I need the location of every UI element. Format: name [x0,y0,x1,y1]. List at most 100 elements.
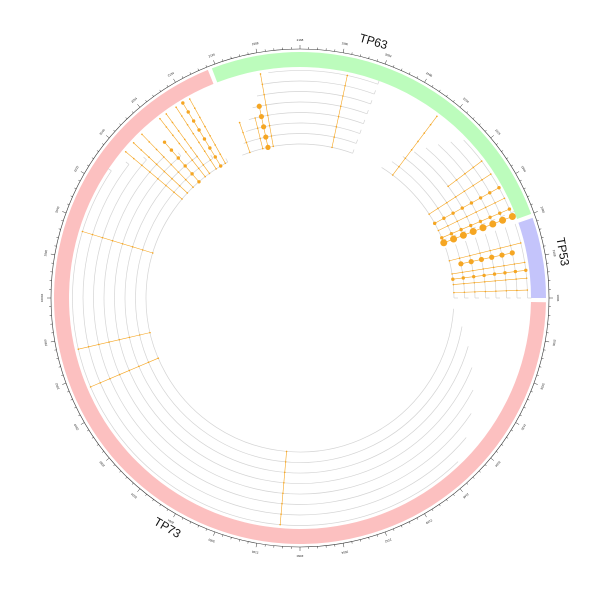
tick-label: 2480 [540,206,546,214]
mutation-dot [192,132,195,135]
axis-tick [496,143,498,145]
mutation-dot [198,141,200,144]
tick-label: 2040 [54,206,60,214]
mutation-dot [391,174,394,176]
track-end [225,158,229,163]
axis-tick [230,56,232,59]
mutation-dot [346,74,349,77]
axis-tick [78,179,81,182]
mutation-dot [484,206,487,209]
axis-tick [80,422,85,425]
mutation-line [175,107,217,170]
mutation-dot [138,365,140,368]
mutation-dot [173,191,175,194]
axis-tick [62,382,67,385]
track-arc [465,240,476,299]
mutation-dot [261,83,264,86]
mutation-dot [265,144,271,150]
mutation-dot [99,381,102,384]
mutation-mark [165,113,211,175]
mutation-mark [391,115,438,176]
axis-tick [62,211,67,214]
mutation-line [260,73,274,147]
track-end [352,149,355,154]
mutation-dot [214,144,216,146]
mutation-line [159,118,206,177]
mutation-line [428,173,491,215]
mutation-dot [499,216,507,224]
mutation-dot [258,113,265,120]
track-end [377,80,380,85]
axis-tick [255,48,258,53]
track-arc [391,161,453,237]
mutation-dot [337,115,340,118]
mutation-dot [165,113,168,115]
mutation-dot [183,138,186,141]
mutation-dot [331,146,333,149]
axis-tick [137,488,141,492]
axis-tick [519,179,522,182]
axis-tick [527,399,530,401]
mutation-dot [108,341,110,343]
axis-tick [131,482,134,485]
axis-tick [145,100,147,102]
mutation-dot [472,166,475,169]
axis-tick [515,171,520,174]
mutation-dot [186,110,190,114]
axis-tick [533,382,538,385]
mutation-dot [191,159,194,161]
mutation-dot [398,165,400,168]
mutation-dot [186,192,189,194]
tick-label: 2034 [130,492,138,500]
axis-tick [213,60,216,65]
axis-tick [466,111,469,114]
mutation-dot [436,115,438,118]
mutation-dot [458,257,461,260]
mutation-mark [331,74,349,149]
mutation-dot [492,266,495,269]
mutation-dot [472,269,474,272]
axis-tick [453,494,455,496]
axis-tick [490,457,494,461]
mutation-dot [452,283,455,286]
axis-tick [87,429,89,432]
mutation-dot [218,164,223,168]
mutation-dot [157,177,159,180]
axis-tick [539,366,542,368]
mutation-dot [197,167,200,170]
track-arc [93,159,472,505]
mutation-dot [524,268,528,272]
mutation-dot [261,147,264,150]
mutation-line [449,242,521,262]
mutation-dot [77,348,80,350]
mutation-line [90,357,159,388]
mutation-dot [118,338,121,341]
axis-tick [408,521,411,524]
axis-tick [159,89,161,92]
track-end [359,129,362,134]
mutation-dot [159,117,161,120]
mutation-dot [265,104,267,106]
track-arc [82,164,467,516]
tick-label: 2168 [297,38,304,42]
mutation-line [189,98,226,164]
mutation-dot [498,211,502,215]
mutation-line [452,269,526,280]
mutation-dot [513,263,516,265]
mutation-dot [456,220,459,223]
axis-tick [545,340,550,343]
mutation-line [453,289,528,293]
mutation-dot [474,291,476,293]
axis-tick [197,68,199,71]
axis-tick [222,59,224,62]
tick-label: 2204 [462,97,470,105]
mutation-dot [432,221,437,226]
track-arc [504,227,518,299]
mutation-mark [188,98,227,165]
mutation-dot [478,196,483,200]
mutation-dot [513,269,518,274]
mutation-mark [256,103,271,150]
mutation-mark [448,242,522,262]
track-arc [425,147,483,225]
axis-tick [511,164,513,167]
